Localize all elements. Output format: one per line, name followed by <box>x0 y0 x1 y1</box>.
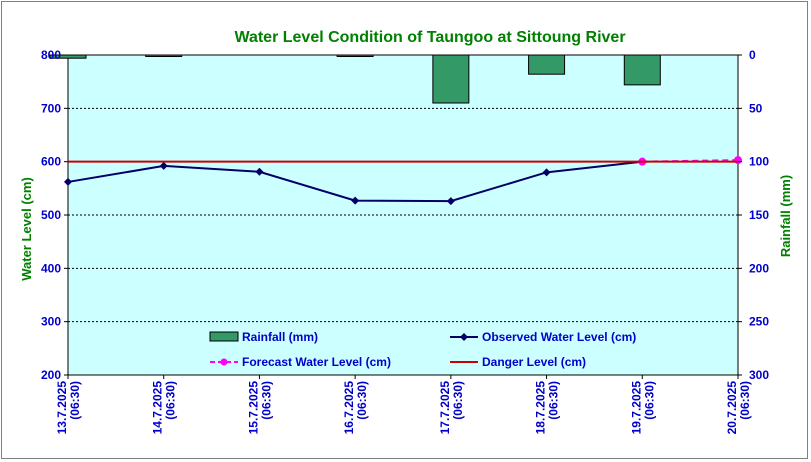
observed-point <box>159 161 168 170</box>
x-tick-label: 17.7.2025 (06:30) <box>438 381 465 435</box>
x-tick-time: (06:30) <box>738 381 752 420</box>
observed-point <box>64 177 72 186</box>
x-tick-label: 19.7.2025 (06:30) <box>629 381 656 435</box>
rainfall-bar <box>336 54 374 57</box>
y-tick-label: 300 <box>41 315 61 329</box>
y2-tick-label: 150 <box>749 208 769 222</box>
legend-label: Danger Level (cm) <box>482 355 586 369</box>
observed-point <box>446 197 455 206</box>
y2-tick-label: 100 <box>749 155 769 169</box>
x-tick-label: 18.7.2025 (06:30) <box>534 381 561 435</box>
legend-label: Forecast Water Level (cm) <box>242 355 391 369</box>
rainfall-bar <box>145 54 183 57</box>
x-tick-time: (06:30) <box>68 381 82 420</box>
forecast-point <box>734 156 742 165</box>
chart-title: Water Level Condition of Taungoo at Sitt… <box>234 29 625 46</box>
y-tick-label: 600 <box>41 155 61 169</box>
legend-label: Rainfall (mm) <box>242 330 318 344</box>
y2-tick-label: 250 <box>749 315 769 329</box>
x-tick-label: 20.7.2025 (06:30) <box>725 381 752 435</box>
y2-tick-label: 0 <box>749 48 756 62</box>
x-tick-time: (06:30) <box>642 381 656 420</box>
axes: 200 300 400 500 600 700 800 0 50 100 150 200 250 300 1… <box>41 48 769 434</box>
legend-entry: Rainfall (mm) <box>209 330 318 344</box>
x-tick-label: 16.7.2025 (06:30) <box>342 381 369 435</box>
x-tick-date: 16.7.2025 <box>342 381 356 435</box>
observed-point <box>255 167 264 176</box>
x-tick-label: 14.7.2025 (06:30) <box>151 381 178 435</box>
y2-axis-label: Rainfall (mm) <box>778 175 793 257</box>
x-tick-label: 15.7.2025 (06:30) <box>246 381 273 435</box>
x-tick-label: 13.7.2025 (06:30) <box>55 381 82 435</box>
observed-point <box>351 196 360 205</box>
rainfall-bar <box>623 54 661 86</box>
y-tick-label: 200 <box>41 368 61 382</box>
rainfall-bar <box>432 54 470 104</box>
x-tick-time: (06:30) <box>547 381 561 420</box>
legend-marker <box>460 333 468 341</box>
x-tick-time: (06:30) <box>451 381 465 420</box>
y-tick-label: 400 <box>41 261 61 275</box>
legend-label: Observed Water Level (cm) <box>482 330 636 344</box>
y-tick-label: 700 <box>41 101 61 115</box>
legend-entry: Forecast Water Level (cm) <box>210 355 391 369</box>
x-tick-date: 20.7.2025 <box>725 381 739 435</box>
y2-tick-label: 200 <box>749 261 769 275</box>
x-tick-date: 19.7.2025 <box>629 381 643 435</box>
y-axis-label: Water Level (cm) <box>19 177 34 281</box>
rainfall-bar <box>528 54 566 75</box>
x-tick-time: (06:30) <box>164 381 178 420</box>
legend-entry: Danger Level (cm) <box>450 355 586 369</box>
x-tick-date: 13.7.2025 <box>55 381 69 435</box>
y-tick-label: 800 <box>41 48 61 62</box>
legend-entry: Observed Water Level (cm) <box>450 330 636 344</box>
x-tick-date: 17.7.2025 <box>438 381 452 435</box>
x-tick-time: (06:30) <box>355 381 369 420</box>
x-tick-date: 15.7.2025 <box>246 381 260 435</box>
legend: Rainfall (mm) Observed Water Level (cm) Fo… <box>209 330 636 369</box>
y2-tick-label: 300 <box>749 368 769 382</box>
legend-swatch <box>209 331 239 342</box>
rainfall-bars <box>49 54 661 104</box>
y-tick-label: 500 <box>41 208 61 222</box>
observed-point <box>542 168 551 177</box>
x-tick-date: 14.7.2025 <box>151 381 165 435</box>
plot-area <box>67 54 739 376</box>
x-tick-time: (06:30) <box>259 381 273 420</box>
x-tick-date: 18.7.2025 <box>534 381 548 435</box>
legend-marker <box>220 358 228 366</box>
y2-tick-label: 50 <box>749 101 763 115</box>
